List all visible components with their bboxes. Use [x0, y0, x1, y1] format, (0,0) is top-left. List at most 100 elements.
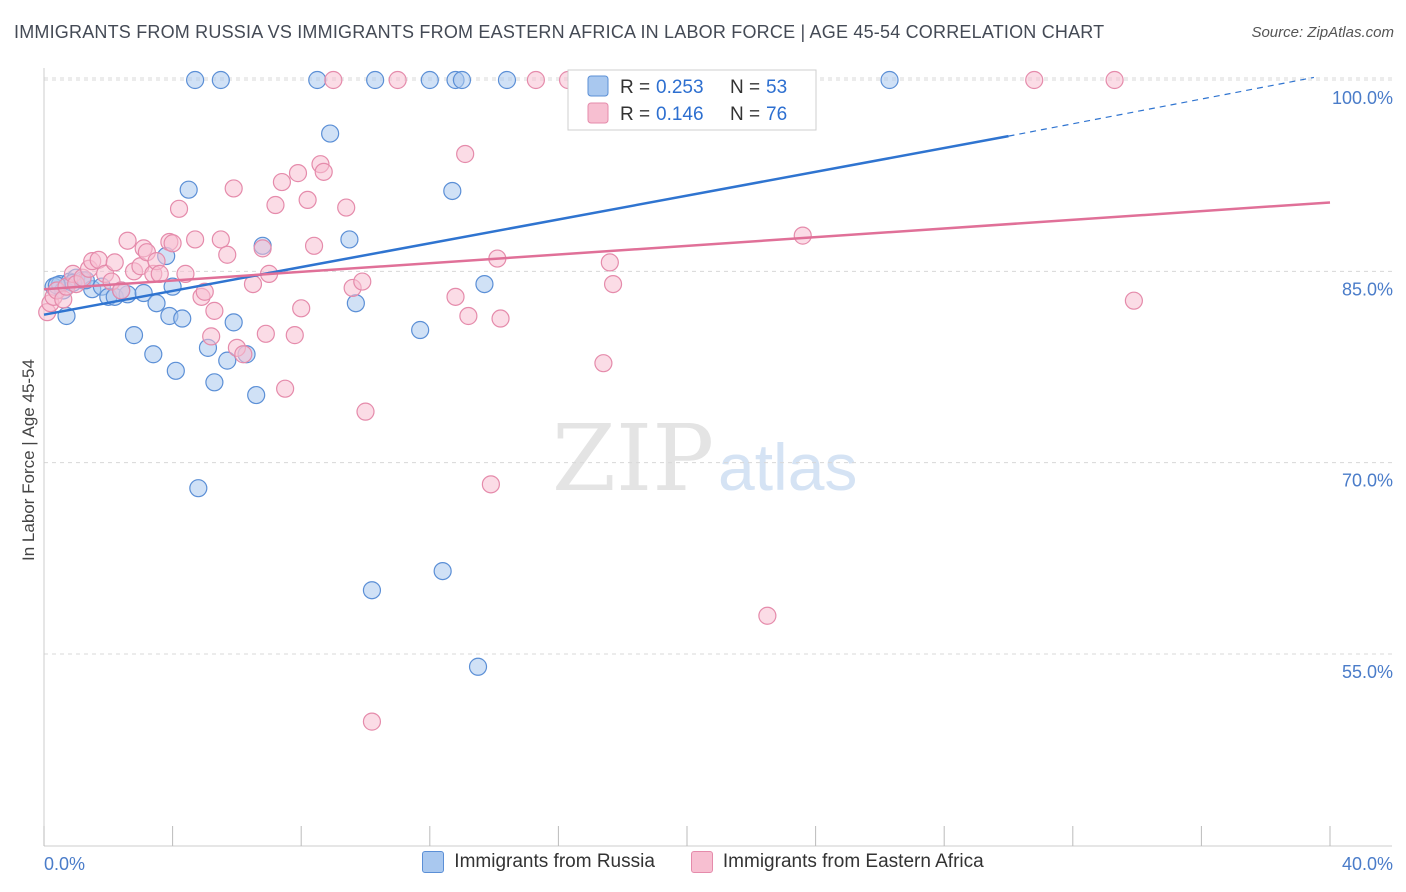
russia-point	[179, 180, 198, 199]
eafrica-point	[600, 253, 619, 272]
eafrica-point	[1124, 291, 1143, 310]
y-tick-label: 70.0%	[1342, 471, 1393, 491]
source-credit: Source: ZipAtlas.com	[1251, 24, 1394, 41]
russia-point	[186, 70, 205, 90]
bottom-legend-swatch-eafrica	[690, 851, 713, 873]
legend-n-value-eafrica: 76	[766, 104, 787, 125]
y-tick-label: 100.0%	[1332, 88, 1393, 108]
eafrica-point	[481, 475, 500, 494]
russia-point	[340, 230, 359, 249]
eafrica-point	[362, 712, 382, 731]
eafrica-point	[118, 231, 137, 250]
stats-legend: R = 0.253 N = 53 R = 0.146 N = 76	[567, 69, 817, 131]
bottom-legend-item-russia: Immigrants from Russia	[422, 851, 655, 873]
russia-point	[880, 70, 899, 90]
eafrica-point	[285, 326, 304, 345]
axes	[43, 68, 1392, 847]
eafrica-point	[314, 162, 333, 181]
russia-point	[124, 326, 144, 345]
eafrica-point	[205, 301, 224, 320]
eafrica-point	[603, 274, 623, 294]
eafrica-points	[38, 70, 1143, 731]
bottom-legend-label-russia: Immigrants from Russia	[454, 851, 655, 872]
legend-swatch-russia	[587, 75, 609, 97]
legend-r-label-eafrica: R =	[620, 104, 650, 125]
y-tick-label: 55.0%	[1342, 662, 1393, 682]
chart-title: IMMIGRANTS FROM RUSSIA VS IMMIGRANTS FRO…	[14, 22, 1105, 42]
russia-point	[247, 385, 266, 405]
gridlines	[44, 77, 1394, 655]
eafrica-point	[456, 144, 475, 164]
legend-n-label-eafrica: N =	[730, 104, 760, 125]
legend-r-label-russia: R =	[620, 77, 650, 98]
eafrica-point	[304, 236, 324, 255]
eafrica-point	[202, 327, 221, 346]
eafrica-point	[526, 70, 545, 90]
watermark-atlas: atlas	[718, 430, 857, 504]
eafrica-point	[211, 230, 230, 249]
bottom-legend-item-eafrica: Immigrants from Eastern Africa	[690, 851, 984, 873]
eafrica-point	[1025, 70, 1044, 90]
legend-swatch-eafrica	[587, 102, 609, 124]
russia-point	[475, 274, 494, 294]
russia-point	[420, 70, 439, 90]
tick-labels: 55.0% 70.0% 85.0% 100.0% 0.0% 40.0%	[44, 88, 1393, 874]
russia-point	[308, 70, 327, 90]
russia-point	[189, 479, 208, 498]
eafrica-point	[491, 309, 510, 328]
eafrica-point	[234, 345, 253, 364]
russia-point	[411, 320, 430, 340]
eafrica-point	[112, 281, 131, 300]
eafrica-point	[272, 172, 292, 192]
russia-point	[452, 70, 472, 90]
eafrica-point	[163, 234, 182, 253]
eafrica-point	[276, 379, 295, 398]
russia-point	[366, 70, 385, 90]
russia-point	[173, 309, 192, 328]
eafrica-point	[186, 230, 205, 249]
x-tick-label-max: 40.0%	[1342, 854, 1393, 874]
russia-point	[346, 294, 365, 313]
bottom-legend-swatch-russia	[422, 851, 445, 873]
eafrica-point	[337, 198, 356, 217]
bottom-legend-label-eafrica: Immigrants from Eastern Africa	[722, 851, 984, 872]
legend-r-value-eafrica: 0.146	[656, 104, 704, 125]
russia-points	[44, 70, 899, 676]
eafrica-point	[169, 199, 189, 218]
eafrica-point	[356, 402, 375, 421]
eafrica-point	[324, 70, 343, 90]
russia-point	[224, 313, 243, 332]
eafrica-point	[195, 282, 214, 301]
russia-point	[166, 361, 185, 380]
russia-point	[144, 345, 163, 364]
trend-lines	[43, 76, 1331, 316]
russia-trend-extension	[1008, 76, 1315, 137]
eafrica-point	[288, 164, 308, 183]
russia-point	[321, 124, 340, 143]
eafrica-point	[388, 70, 407, 90]
eafrica-point	[224, 179, 243, 198]
russia-point	[211, 70, 230, 90]
eafrica-point	[446, 287, 465, 306]
russia-point	[443, 181, 462, 201]
legend-n-value-russia: 53	[766, 77, 787, 98]
eafrica-point	[256, 324, 275, 343]
eafrica-point	[253, 239, 272, 258]
eafrica-point	[793, 226, 812, 245]
watermark-zip: ZIP	[552, 405, 714, 512]
russia-point	[147, 294, 166, 313]
eafrica-point	[218, 245, 237, 264]
russia-point	[497, 70, 517, 90]
eafrica-trend-line	[43, 201, 1331, 291]
eafrica-point	[298, 190, 317, 210]
russia-point	[205, 373, 224, 392]
eafrica-point	[353, 272, 372, 291]
bottom-legend: Immigrants from Russia Immigrants from E…	[0, 851, 1406, 873]
eafrica-point	[594, 354, 613, 373]
legend-n-label-russia: N =	[730, 77, 760, 98]
eafrica-point	[1105, 70, 1124, 90]
y-axis-label: In Labor Force | Age 45-54	[19, 359, 38, 561]
y-tick-label: 85.0%	[1342, 279, 1393, 299]
eafrica-point	[266, 195, 285, 215]
